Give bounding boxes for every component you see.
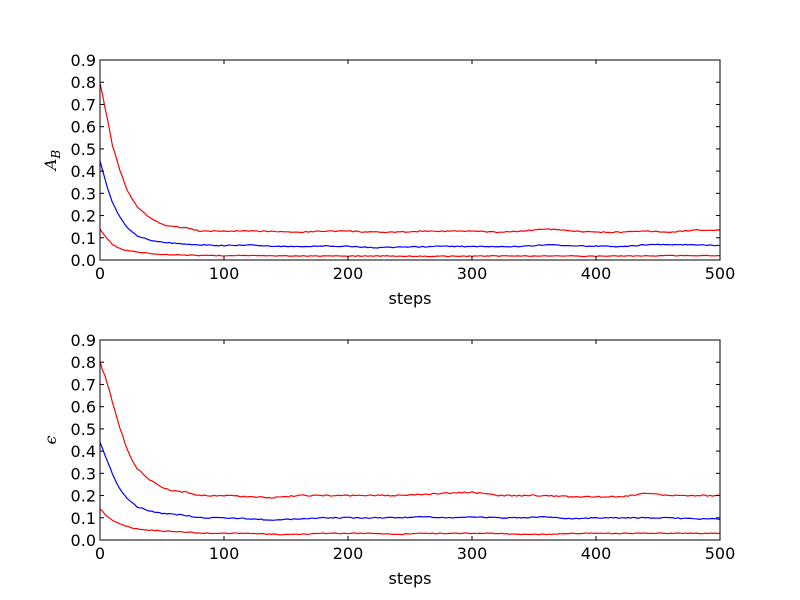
top-x-tick-label: 400: [581, 264, 612, 283]
top-series-2-line: [100, 160, 720, 249]
bottom-y-tick-label: 0.8: [71, 353, 96, 372]
bottom-y-tick-label: 0.1: [71, 509, 96, 528]
bottom-x-axis-label: steps: [389, 569, 432, 588]
bottom-series-1-line: [100, 361, 720, 499]
bottom-y-tick-label: 0.7: [71, 375, 96, 394]
bottom-y-tick-label: 0.5: [71, 420, 96, 439]
top-x-tick-label: 200: [333, 264, 364, 283]
top-x-tick-label: 0: [95, 264, 105, 283]
bottom-plot-panel: 0 100 200 300 400 500 0.0 0.1 0.2 0.3 0.4 0.5 0.6 0.7…: [41, 331, 735, 588]
top-plot-frame: [99, 59, 721, 261]
bottom-y-tick-label: 0.9: [71, 331, 96, 350]
bottom-x-tick-label: 0: [95, 544, 105, 563]
top-y-tick-label: 0.6: [71, 118, 96, 137]
bottom-y-tick-label: 0.2: [71, 487, 96, 506]
top-y-tick-label: 0.1: [71, 229, 96, 248]
top-y-axis-label-subscript: B: [49, 150, 63, 160]
bottom-y-tick-label: 0.0: [71, 531, 96, 550]
bottom-x-tick-label: 400: [581, 544, 612, 563]
bottom-y-tick-label: 0.6: [71, 398, 96, 417]
top-plot-panel: 0 100 200 300 400 500 0.0 0.1 0.2 0.3 0.4 0.5 0.6 0.7…: [41, 51, 735, 308]
bottom-series-3-line: [100, 508, 720, 536]
top-y-tick-label: 0.8: [71, 73, 96, 92]
bottom-series-2-line: [100, 442, 720, 521]
top-y-tick-label: 0.9: [71, 51, 96, 70]
top-y-tick-label: 0.7: [71, 95, 96, 114]
bottom-ticks-layer: 0 100 200 300 400 500 0.0 0.1 0.2 0.3 0.4 0.5 0.6 0.7…: [71, 331, 736, 563]
top-y-tick-label: 0.0: [71, 251, 96, 270]
bottom-x-tick-label: 100: [209, 544, 240, 563]
bottom-y-tick-label: 0.4: [71, 442, 96, 461]
top-y-axis-label-main: A: [41, 159, 60, 173]
top-x-tick-label: 100: [209, 264, 240, 283]
top-x-axis-label: steps: [389, 289, 432, 308]
bottom-x-tick-label: 500: [705, 544, 736, 563]
top-series-1-line: [100, 83, 720, 234]
top-series-layer: [100, 83, 720, 258]
bottom-y-tick-label: 0.3: [71, 464, 96, 483]
bottom-series-layer: [100, 361, 720, 536]
top-y-tick-label: 0.5: [71, 140, 96, 159]
bottom-x-tick-label: 300: [457, 544, 488, 563]
top-x-tick-label: 500: [705, 264, 736, 283]
top-ticks-layer: 0 100 200 300 400 500 0.0 0.1 0.2 0.3 0.4 0.5 0.6 0.7…: [71, 51, 736, 283]
bottom-y-axis-label: ϵ: [41, 435, 60, 444]
top-y-tick-label: 0.2: [71, 207, 96, 226]
bottom-plot-frame: [99, 339, 721, 541]
top-y-axis-label: AB: [41, 150, 63, 173]
top-x-tick-label: 300: [457, 264, 488, 283]
top-series-3-line: [100, 228, 720, 258]
top-y-tick-label: 0.4: [71, 162, 96, 181]
top-y-tick-label: 0.3: [71, 184, 96, 203]
bottom-x-tick-label: 200: [333, 544, 364, 563]
